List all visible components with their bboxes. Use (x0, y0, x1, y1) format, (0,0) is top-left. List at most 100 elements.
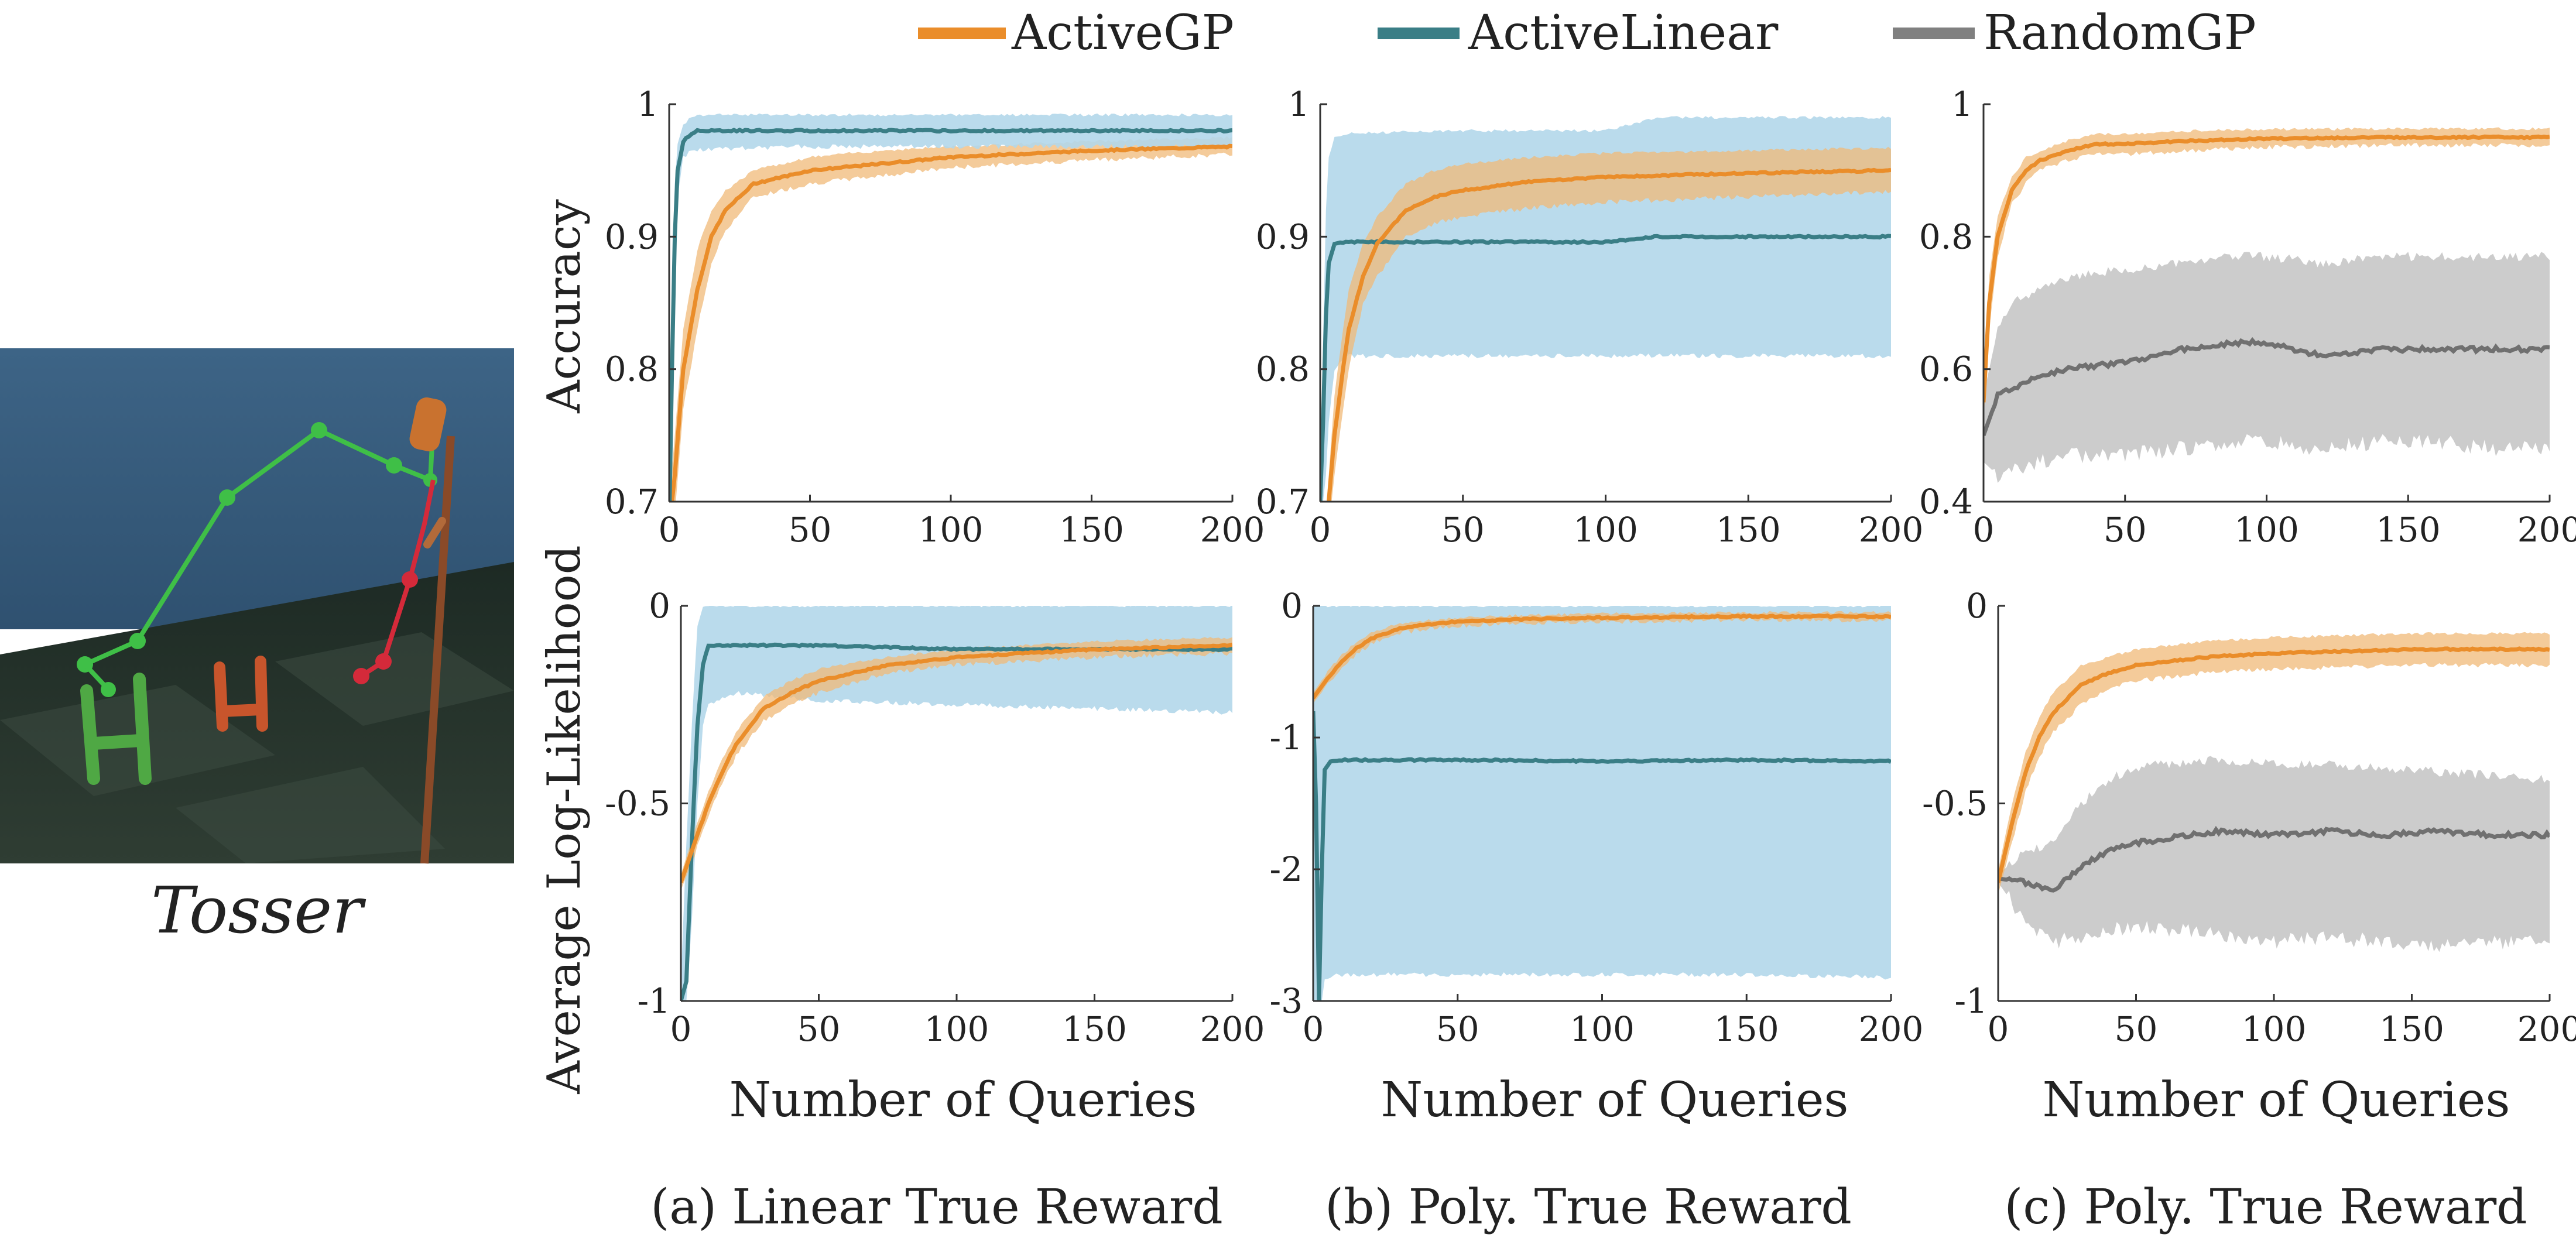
y-tick-label: 0 (1281, 586, 1303, 626)
band-activegp (1984, 127, 2550, 423)
line-randomgp (1984, 337, 2550, 436)
x-tick-label: 150 (1714, 1009, 1779, 1049)
y-tick-label: 0.8 (605, 349, 659, 389)
caption-b: (b) Poly. True Reward (1325, 1180, 1852, 1235)
band-randomgp (1984, 252, 2550, 483)
xlabel-b: Number of Queries (1381, 1072, 1849, 1128)
caption-a: (a) Linear True Reward (650, 1180, 1222, 1235)
x-tick-label: 50 (1436, 1009, 1479, 1049)
y-tick-label: -0.5 (605, 784, 670, 824)
line-activegp (670, 143, 1232, 502)
y-tick-label: 0.9 (605, 217, 659, 256)
band-activegp (1327, 146, 1891, 502)
panel-b-accuracy: 0 50 100 150 200 0.7 0.8 0.9 1 (1256, 84, 1924, 550)
panel-a-accuracy: 0 50 100 150 200 0.7 0.8 0.9 1 (605, 84, 1265, 550)
x-tick-label: 100 (2242, 1009, 2307, 1049)
ylabel-accuracy: Accuracy (538, 199, 591, 413)
xlabel-a: Number of Queries (729, 1072, 1197, 1128)
x-tick-label: 200 (1859, 1009, 1924, 1049)
x-tick-label: 100 (2234, 510, 2299, 550)
legend-swatch-activegp (918, 28, 1006, 39)
panel-b-loglik: 0 50 100 150 200 -3 -2 -1 0 (1270, 586, 1924, 1049)
x-tick-label: 50 (2104, 510, 2147, 550)
caption-c: (c) Poly. True Reward (2004, 1180, 2527, 1235)
band-randomgp (1998, 756, 2550, 952)
x-tick-label: 150 (2379, 1009, 2444, 1049)
y-tick-label: 0.7 (605, 482, 659, 522)
line-activegp (1984, 134, 2550, 403)
x-tick-label: 150 (1059, 510, 1124, 550)
band-activegp (669, 136, 1232, 502)
legend: ActiveGP ActiveLinear RandomGP (918, 5, 2256, 61)
line-activelinear (1320, 234, 1891, 502)
scene-floor-tile (176, 767, 445, 863)
plot-area (669, 113, 1232, 502)
legend-label-activelinear: ActiveLinear (1468, 5, 1779, 61)
x-tick-label: 100 (924, 1009, 989, 1049)
x-tick-label: 50 (2115, 1009, 2158, 1049)
panel-c-loglik: 0 50 100 150 200 -1 -0.5 0 (1922, 586, 2576, 1049)
y-tick-label: -1 (1955, 981, 1988, 1021)
plot-area (1313, 606, 1891, 1001)
x-tick-label: 50 (1441, 510, 1485, 550)
x-tick-label: 0 (1303, 1009, 1324, 1049)
pole (420, 436, 455, 864)
y-tick-label: 0.6 (1919, 349, 1973, 389)
xlabel-c: Number of Queries (2043, 1072, 2510, 1128)
x-tick-label: 200 (1859, 510, 1924, 550)
scene-floor-tile (275, 632, 514, 726)
y-tick-label: 0.7 (1256, 482, 1310, 522)
y-tick-label: 0.8 (1256, 349, 1310, 389)
line-activegp (1998, 646, 2550, 883)
y-tick-label: 0.8 (1919, 217, 1973, 256)
plot-area (1998, 632, 2550, 952)
x-tick-label: 50 (789, 510, 832, 550)
line-activegp (1313, 613, 1891, 700)
line-activegp (1327, 167, 1891, 502)
x-tick-label: 150 (1716, 510, 1781, 550)
y-tick-label: 0.9 (1256, 217, 1310, 256)
y-tick-label: 0.4 (1919, 482, 1973, 522)
panel-a-loglik: 0 50 100 150 200 -1 -0.5 0 (605, 586, 1265, 1049)
x-tick-label: 0 (1988, 1009, 2009, 1049)
x-tick-label: 0 (1310, 510, 1331, 550)
x-tick-label: 200 (2517, 1009, 2576, 1049)
y-tick-label: 1 (637, 84, 659, 124)
legend-label-activegp: ActiveGP (1011, 5, 1234, 61)
line-activegp (681, 642, 1232, 883)
x-tick-label: 150 (2376, 510, 2441, 550)
y-tick-label: -2 (1270, 849, 1303, 889)
x-tick-label: 100 (1573, 510, 1638, 550)
y-tick-label: 0 (649, 586, 670, 626)
line-activelinear (669, 127, 1232, 502)
green-basket (80, 673, 152, 785)
plot-area (681, 606, 1232, 1001)
band-activelinear (681, 606, 1232, 1001)
ylabel-loglik: Average Log-Likelihood (538, 545, 591, 1094)
x-tick-label: 200 (1200, 1009, 1265, 1049)
orange-basket (214, 656, 268, 732)
y-tick-label: 1 (1288, 84, 1310, 124)
legend-swatch-randomgp (1893, 28, 1975, 39)
x-tick-label: 100 (919, 510, 984, 550)
x-tick-label: 0 (659, 510, 680, 550)
x-tick-label: 200 (2517, 510, 2576, 550)
tosser-render-image: Tosser (0, 348, 514, 948)
x-tick-label: 0 (1973, 510, 1995, 550)
y-tick-label: 0 (1966, 586, 1988, 626)
plot-area (1320, 116, 1891, 502)
band-activelinear (1313, 606, 1891, 1001)
legend-swatch-activelinear (1378, 28, 1460, 39)
x-tick-label: 150 (1062, 1009, 1127, 1049)
y-tick-label: -1 (638, 981, 671, 1021)
band-activegp (1998, 632, 2550, 894)
line-activelinear (1313, 711, 1891, 1001)
line-randomgp (1998, 825, 2550, 893)
y-tick-label: -0.5 (1922, 784, 1988, 824)
tossed-object (409, 397, 447, 452)
x-tick-label: 50 (797, 1009, 841, 1049)
y-tick-label: -3 (1270, 981, 1303, 1021)
plot-area (1984, 127, 2550, 483)
